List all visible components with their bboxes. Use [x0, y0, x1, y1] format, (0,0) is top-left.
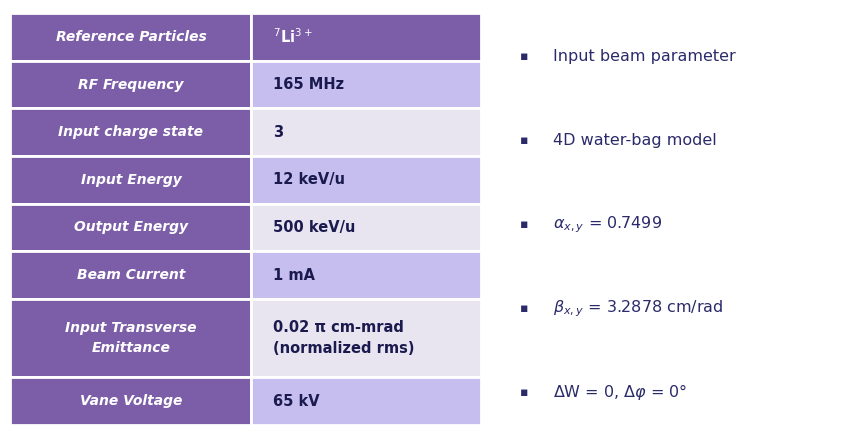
Text: RF Frequency: RF Frequency — [78, 78, 184, 92]
Text: 165 MHz: 165 MHz — [273, 77, 344, 92]
Text: Input Transverse
Emittance: Input Transverse Emittance — [65, 321, 197, 355]
FancyBboxPatch shape — [10, 378, 251, 425]
FancyBboxPatch shape — [251, 299, 481, 378]
Text: ▪: ▪ — [520, 134, 529, 147]
Text: ▪: ▪ — [520, 218, 529, 231]
Text: 3: 3 — [273, 125, 284, 140]
Text: ▪: ▪ — [520, 50, 529, 63]
Text: $\beta_{x,y}$ = 3.2878 cm/rad: $\beta_{x,y}$ = 3.2878 cm/rad — [553, 298, 723, 319]
Text: $^{7}$Li$^{3+}$: $^{7}$Li$^{3+}$ — [273, 27, 313, 46]
Text: Reference Particles: Reference Particles — [55, 30, 206, 44]
FancyBboxPatch shape — [251, 13, 481, 61]
Text: 4D water-bag model: 4D water-bag model — [553, 133, 717, 148]
Text: 500 keV/u: 500 keV/u — [273, 220, 355, 235]
Text: 65 kV: 65 kV — [273, 394, 320, 409]
Text: $\alpha_{x,y}$ = 0.7499: $\alpha_{x,y}$ = 0.7499 — [553, 214, 662, 235]
FancyBboxPatch shape — [10, 251, 251, 299]
FancyBboxPatch shape — [10, 108, 251, 156]
FancyBboxPatch shape — [10, 156, 251, 204]
Text: 12 keV/u: 12 keV/u — [273, 172, 345, 187]
Text: 1 mA: 1 mA — [273, 268, 315, 283]
FancyBboxPatch shape — [251, 156, 481, 204]
Text: Input beam parameter: Input beam parameter — [553, 49, 736, 64]
Text: Vane Voltage: Vane Voltage — [80, 394, 182, 408]
FancyBboxPatch shape — [10, 299, 251, 378]
FancyBboxPatch shape — [10, 13, 251, 61]
Text: $\Delta$W = 0, $\Delta\varphi$ = 0°: $\Delta$W = 0, $\Delta\varphi$ = 0° — [553, 382, 688, 402]
FancyBboxPatch shape — [10, 204, 251, 251]
Text: ▪: ▪ — [520, 302, 529, 315]
FancyBboxPatch shape — [10, 61, 251, 108]
FancyBboxPatch shape — [251, 108, 481, 156]
FancyBboxPatch shape — [251, 378, 481, 425]
Text: 0.02 π cm-mrad
(normalized rms): 0.02 π cm-mrad (normalized rms) — [273, 320, 414, 356]
Text: ▪: ▪ — [520, 386, 529, 399]
Text: Input Energy: Input Energy — [81, 173, 181, 187]
Text: Output Energy: Output Energy — [74, 221, 188, 235]
Text: Input charge state: Input charge state — [58, 125, 204, 139]
FancyBboxPatch shape — [251, 251, 481, 299]
FancyBboxPatch shape — [251, 204, 481, 251]
Text: Beam Current: Beam Current — [77, 268, 186, 282]
FancyBboxPatch shape — [251, 61, 481, 108]
